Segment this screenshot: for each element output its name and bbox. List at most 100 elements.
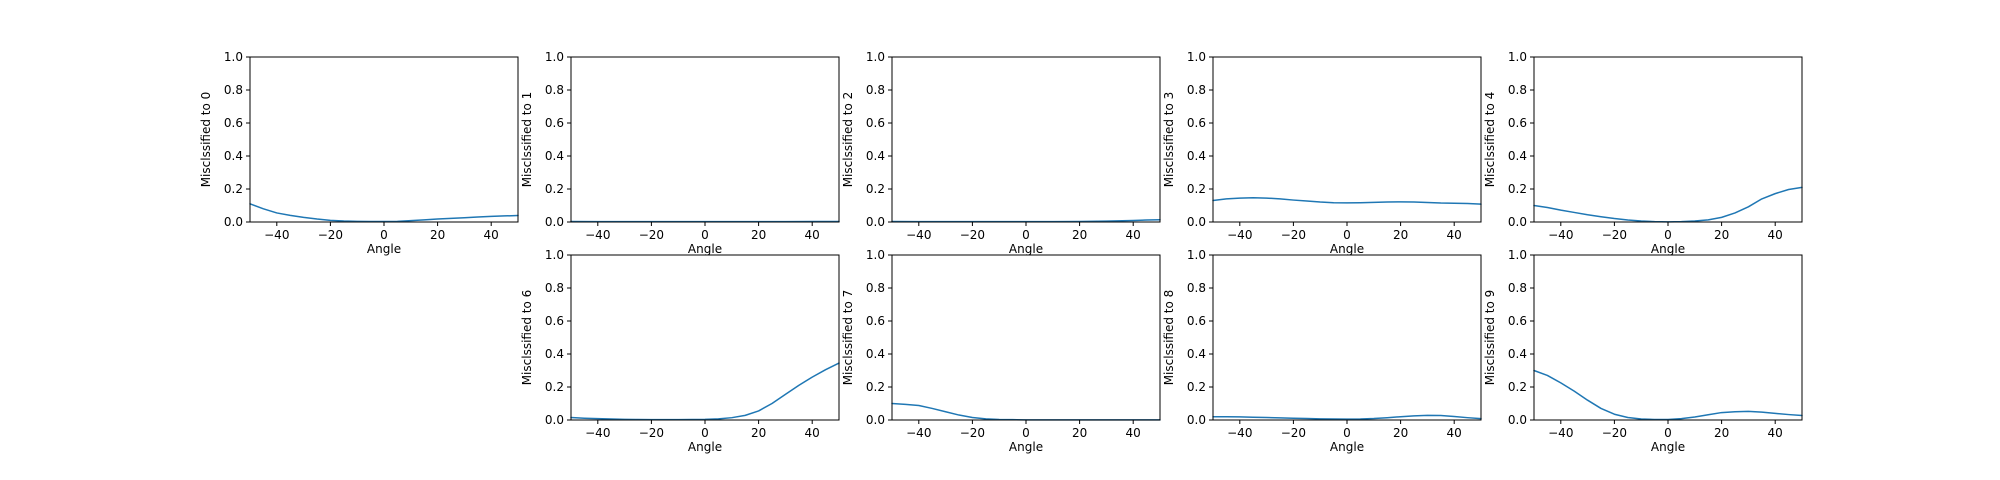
x-tick-label: −40 [1548, 228, 1573, 242]
x-tick-label: 0 [1022, 228, 1030, 242]
x-tick-label: 20 [430, 228, 445, 242]
y-tick-label: 0.8 [1508, 83, 1527, 97]
y-tick-label: 0.0 [1508, 413, 1527, 427]
x-tick-label: 40 [1447, 426, 1462, 440]
y-tick-label: 0.4 [1508, 149, 1527, 163]
x-tick-label: −40 [906, 426, 931, 440]
y-tick-label: 0.2 [1508, 380, 1527, 394]
x-axis-label: Angle [688, 242, 722, 256]
subplot-1: −40 −20 0 20 40 0.0 0.2 0.4 0.6 0.8 1.0 Angle Miscls… [520, 50, 840, 256]
y-tick-label: 0.2 [545, 380, 564, 394]
y-axis-label: Misclssified to 3 [1162, 92, 1176, 188]
y-tick-label: 0.6 [1508, 116, 1527, 130]
y-tick-label: 0.4 [224, 149, 243, 163]
y-axis-label: Misclssified to 4 [1483, 92, 1497, 188]
y-axis-label: Misclssified to 2 [841, 92, 855, 188]
y-tick-label: 0.2 [1508, 182, 1527, 196]
x-tick-label: 40 [1768, 228, 1783, 242]
subplot-3: −40 −20 0 20 40 0.0 0.2 0.4 0.6 0.8 1.0 Angle Miscls… [1162, 50, 1482, 256]
x-tick-label: −20 [1281, 228, 1306, 242]
y-axis-label: Misclssified to 9 [1483, 290, 1497, 386]
x-tick-label: 20 [1393, 426, 1408, 440]
y-tick-label: 1.0 [1187, 248, 1206, 262]
x-axis-label: Angle [1009, 242, 1043, 256]
x-tick-label: −20 [1281, 426, 1306, 440]
axes-frame [891, 56, 1161, 223]
series-line [891, 218, 1161, 223]
x-axis-label: Angle [1651, 242, 1685, 256]
subplot-8: −40 −20 0 20 40 0.0 0.2 0.4 0.6 0.8 1.0 Angle Miscls… [1483, 248, 1803, 454]
subplot-6: −40 −20 0 20 40 0.0 0.2 0.4 0.6 0.8 1.0 Angle Miscls… [841, 248, 1161, 454]
y-tick-label: 0.4 [545, 149, 564, 163]
y-tick-label: 0.4 [1508, 347, 1527, 361]
y-tick-label: 0.2 [866, 380, 885, 394]
y-axis-label: Misclssified to 7 [841, 290, 855, 386]
subplot-2: −40 −20 0 20 40 0.0 0.2 0.4 0.6 0.8 1.0 Angle Miscls… [841, 50, 1161, 256]
x-tick-label: 0 [1664, 228, 1672, 242]
y-tick-label: 0.8 [1508, 281, 1527, 295]
axes-frame [1533, 254, 1803, 421]
y-tick-label: 0.8 [545, 281, 564, 295]
y-tick-label: 0.4 [1187, 149, 1206, 163]
x-tick-label: 40 [1126, 228, 1141, 242]
y-tick-label: 0.6 [1187, 314, 1206, 328]
y-tick-label: 0.0 [866, 413, 885, 427]
y-tick-label: 0.2 [224, 182, 243, 196]
series-line [570, 362, 840, 421]
subplot-0: −40 −20 0 20 40 0.0 0.2 0.4 0.6 0.8 1.0 Angle Miscls… [199, 50, 519, 256]
y-tick-label: 1.0 [1508, 248, 1527, 262]
x-tick-label: 0 [701, 426, 709, 440]
x-tick-label: −20 [318, 228, 343, 242]
y-tick-label: 0.4 [866, 347, 885, 361]
series-line [249, 203, 519, 223]
y-tick-label: 0.6 [866, 314, 885, 328]
y-tick-label: 0.8 [545, 83, 564, 97]
x-axis-label: Angle [1009, 440, 1043, 454]
x-tick-label: 20 [1072, 228, 1087, 242]
x-tick-label: 20 [751, 426, 766, 440]
x-tick-label: −40 [585, 426, 610, 440]
x-axis-label: Angle [1651, 440, 1685, 454]
y-tick-label: 0.2 [1187, 380, 1206, 394]
y-axis-label: Misclssified to 1 [520, 92, 534, 188]
y-tick-label: 0.0 [866, 215, 885, 229]
y-tick-label: 1.0 [224, 50, 243, 64]
x-tick-label: 40 [1126, 426, 1141, 440]
axes-frame [1212, 254, 1482, 421]
x-tick-label: 20 [1714, 426, 1729, 440]
y-tick-label: 0.6 [545, 116, 564, 130]
y-axis-label: Misclssified to 0 [199, 92, 213, 188]
y-tick-label: 0.6 [1508, 314, 1527, 328]
x-tick-label: 40 [805, 228, 820, 242]
x-tick-label: −20 [1602, 426, 1627, 440]
x-tick-label: −40 [1548, 426, 1573, 440]
y-tick-label: 0.2 [1187, 182, 1206, 196]
x-tick-label: 0 [1022, 426, 1030, 440]
x-tick-label: 40 [1768, 426, 1783, 440]
x-tick-label: 0 [1343, 228, 1351, 242]
axes-frame [249, 56, 519, 223]
x-axis-label: Angle [688, 440, 722, 454]
series-line [891, 402, 1161, 421]
x-tick-label: 20 [1072, 426, 1087, 440]
y-tick-label: 0.0 [545, 413, 564, 427]
series-line [1212, 197, 1482, 205]
axes-frame [891, 254, 1161, 421]
x-tick-label: 0 [701, 228, 709, 242]
y-tick-label: 1.0 [545, 248, 564, 262]
axes-frame [570, 56, 840, 223]
y-axis-label: Misclssified to 6 [520, 290, 534, 386]
y-tick-label: 0.8 [224, 83, 243, 97]
axes-frame [570, 254, 840, 421]
x-tick-label: 0 [1343, 426, 1351, 440]
y-tick-label: 0.4 [866, 149, 885, 163]
y-tick-label: 0.8 [866, 83, 885, 97]
x-tick-label: −40 [906, 228, 931, 242]
series-line [1533, 186, 1803, 223]
y-tick-label: 0.6 [545, 314, 564, 328]
y-tick-label: 0.6 [866, 116, 885, 130]
x-axis-label: Angle [1330, 242, 1364, 256]
y-tick-label: 0.4 [545, 347, 564, 361]
x-axis-label: Angle [367, 242, 401, 256]
y-tick-label: 0.4 [1187, 347, 1206, 361]
